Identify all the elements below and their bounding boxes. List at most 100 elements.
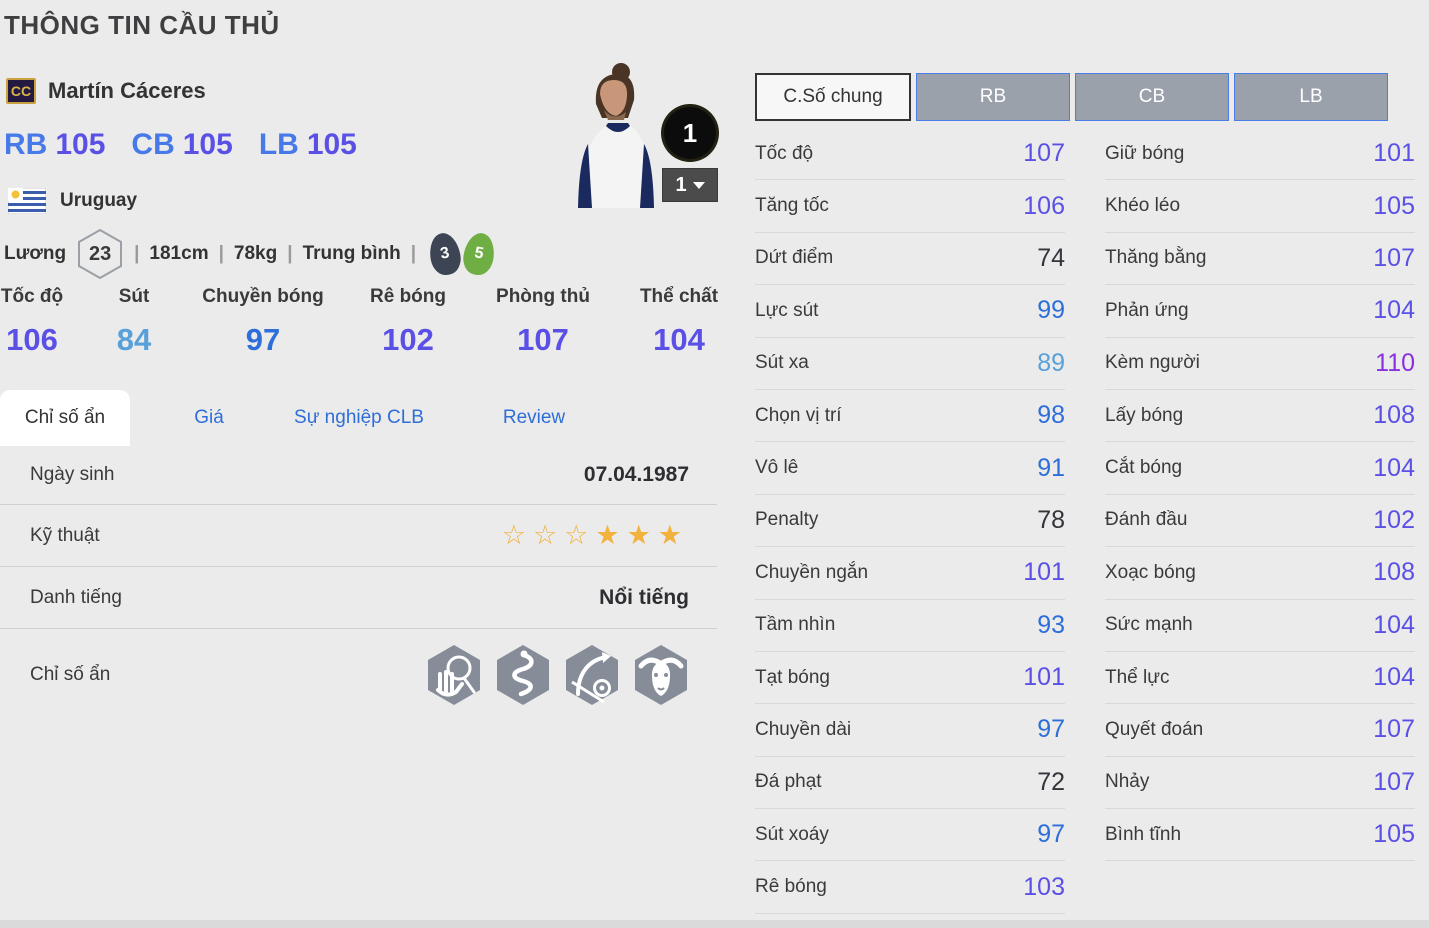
summary-stat-passing: Chuyền bóng 97 [198,286,328,358]
stat-row: Rê bóng 103 [755,861,1065,914]
tab-overall-stats[interactable]: C.Số chung [755,73,911,121]
summary-stat-pace: Tốc độ 106 [0,286,97,358]
stat-value: 107 [1373,243,1415,272]
tab-rb-stats[interactable]: RB [916,73,1070,121]
summary-stat-dribbling: Rê bóng 102 [343,286,473,358]
stat-label: Chọn vị trí [755,404,842,426]
summary-label: Sút [118,286,150,307]
birthdate-label: Ngày sinh [30,464,115,485]
position-code: CB [131,128,175,161]
stat-column-left: Tốc độ 107 Tăng tốc 106 Dứt điểm 74 Lực sút… [755,128,1065,914]
stat-value: 108 [1373,401,1415,430]
stat-row: Sút xoáy 97 [755,809,1065,862]
tab-club-career[interactable]: Sự nghiệp CLB [294,407,424,428]
summary-value: 97 [245,322,281,357]
fame-row: Danh tiếng Nổi tiếng [0,567,717,629]
stat-value: 108 [1373,558,1415,587]
nation-row: Uruguay [8,188,137,214]
position-rating: 105 [306,128,357,161]
stat-value: 74 [1037,243,1065,272]
separator: | [287,243,293,264]
tab-review[interactable]: Review [502,407,566,428]
buffalo-icon [635,645,687,705]
stat-value: 105 [1373,191,1415,220]
stat-value: 101 [1023,663,1065,692]
chevron-down-icon [692,181,705,189]
separator: | [218,243,224,264]
stat-label: Chuyền dài [755,718,852,740]
stat-row: Sức mạnh 104 [1105,600,1415,652]
stat-label: Giữ bóng [1105,142,1185,164]
stat-row: Tầm nhìn 93 [755,600,1065,652]
tab-lb-stats[interactable]: LB [1234,73,1388,121]
summary-value: 107 [517,322,569,357]
summary-label: Thể chất [639,286,719,307]
hidden-stats-row: Chỉ số ẩn [0,629,717,721]
stat-label: Đá phạt [755,771,822,793]
tab-price[interactable]: Giá [194,407,224,428]
tab-cb-stats[interactable]: CB [1075,73,1229,121]
summary-stat-defending: Phòng thủ 107 [478,286,608,358]
stat-value: 98 [1037,401,1065,430]
stat-label: Vô lê [755,457,799,479]
stat-value: 101 [1023,558,1065,587]
uruguay-flag-icon [8,188,46,214]
level-dropdown[interactable]: 1 [662,168,718,202]
stat-row: Phản ứng 104 [1105,285,1415,338]
hand-catch-icon [428,645,480,705]
stat-label: Kèm người [1105,352,1200,374]
stat-label: Cắt bóng [1105,457,1183,479]
stat-value: 78 [1037,505,1065,534]
position-rb: RB 105 [4,128,105,162]
summary-value: 106 [6,322,58,357]
birthdate-value: 07.04.1987 [583,463,689,486]
summary-stat-physical: Thể chất 104 [614,286,744,358]
stat-label: Rê bóng [755,876,827,898]
detail-rows: Ngày sinh 07.04.1987 Kỹ thuật ☆☆☆★★★ Dan… [0,446,717,721]
stat-row: Thể lực 104 [1105,652,1415,705]
player-name: Martín Cáceres [48,78,206,103]
stat-column-right: Giữ bóng 101 Khéo léo 105 Thăng bằng 107 Ph… [1105,128,1415,862]
stat-value: 106 [1023,191,1065,220]
stat-row: Bình tĩnh 105 [1105,809,1415,862]
position-lb: LB 105 [259,128,357,162]
stat-row: Xoạc bóng 108 [1105,547,1415,600]
stat-value: 101 [1373,139,1415,168]
body-type: Trung bình [302,243,401,264]
stat-label: Dứt điểm [755,247,834,269]
stat-row: Khéo léo 105 [1105,180,1415,233]
stat-value: 102 [1373,505,1415,534]
stat-label: Lấy bóng [1105,404,1184,426]
stat-label: Lực sút [755,299,819,321]
player-photo-image [578,63,654,208]
stat-row: Quyết đoán 107 [1105,704,1415,757]
stat-row: Đá phạt 72 [755,757,1065,810]
cc-class-badge: CC [6,78,36,104]
stat-row: Vô lê 91 [755,442,1065,495]
stat-row: Tăng tốc 106 [755,180,1065,233]
stat-label: Thể lực [1105,666,1170,688]
stat-row: Thăng bằng 107 [1105,233,1415,286]
stat-value: 99 [1037,296,1065,325]
nation-name: Uruguay [60,190,138,211]
stat-label: Sút xoáy [755,823,829,845]
stat-label: Sức mạnh [1105,614,1193,636]
summary-value: 84 [116,322,152,357]
stat-row: Giữ bóng 101 [1105,128,1415,181]
stat-row: Kèm người 110 [1105,338,1415,390]
stat-label: Tăng tốc [755,195,829,217]
stat-value: 72 [1037,767,1065,796]
tab-hidden-stats[interactable]: Chỉ số ẩn [0,390,130,446]
position-rating: 105 [182,128,233,161]
skill-moves-label: Kỹ thuật [30,524,100,546]
strong-foot-icon: 5 [460,230,498,278]
summary-label: Chuyền bóng [202,286,324,307]
salary-value: 23 [88,242,112,265]
salary-badge: 23 [76,228,124,280]
stat-row: Chọn vị trí 98 [755,390,1065,443]
stat-row: Lấy bóng 108 [1105,390,1415,443]
stat-value: 105 [1373,820,1415,849]
bottom-divider [0,920,1429,928]
stat-row: Lực sút 99 [755,285,1065,338]
bio-row: Lương 23 | 181cm | 78kg | Trung bình | 3… [4,228,498,280]
